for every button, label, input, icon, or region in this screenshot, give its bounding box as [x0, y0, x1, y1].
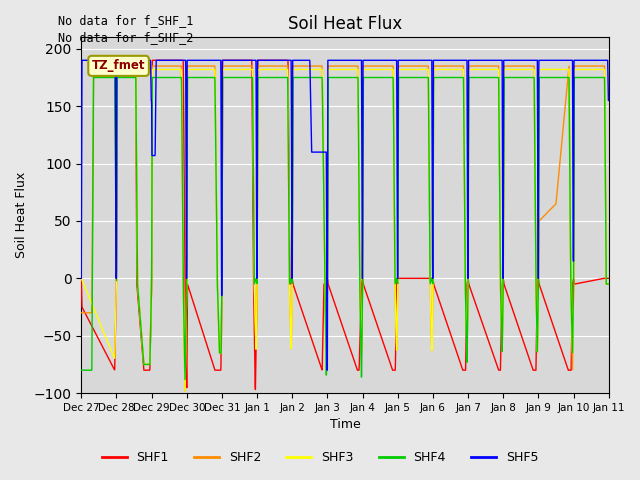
SHF1 [595, 276, 603, 282]
SHF5 [595, 58, 603, 63]
Line: SHF5: SHF5 [81, 60, 609, 370]
Text: No data for f_SHF_2: No data for f_SHF_2 [58, 31, 193, 44]
Title: Soil Heat Flux: Soil Heat Flux [288, 15, 402, 33]
Line: SHF2: SHF2 [81, 66, 609, 391]
SHF5 [538, 58, 546, 63]
SHF1 [280, 58, 288, 63]
SHF3 [605, 281, 612, 287]
Text: TZ_fmet: TZ_fmet [92, 60, 145, 72]
SHF3 [595, 67, 603, 72]
SHF5 [138, 58, 145, 63]
SHF2 [303, 63, 310, 69]
Line: SHF1: SHF1 [81, 60, 609, 390]
SHF4 [595, 74, 603, 80]
X-axis label: Time: Time [330, 419, 360, 432]
Line: SHF3: SHF3 [81, 70, 609, 391]
SHF5 [169, 58, 177, 63]
SHF3 [303, 67, 310, 72]
SHF5 [77, 276, 85, 281]
SHF1 [605, 276, 612, 281]
SHF2 [138, 333, 145, 338]
SHF4 [181, 377, 189, 383]
SHF1 [169, 58, 177, 63]
SHF2 [538, 215, 546, 221]
SHF5 [605, 97, 612, 103]
SHF4 [605, 281, 612, 287]
SHF1 [252, 387, 259, 393]
SHF2 [90, 63, 97, 69]
SHF1 [77, 276, 85, 281]
SHF1 [538, 289, 546, 295]
SHF3 [113, 67, 121, 72]
SHF2 [181, 388, 189, 394]
SHF3 [538, 67, 546, 72]
SHF3 [138, 333, 145, 338]
SHF1 [138, 339, 145, 345]
SHF1 [303, 322, 310, 328]
SHF4 [538, 74, 546, 80]
SHF4 [90, 74, 97, 80]
SHF5 [323, 367, 331, 373]
SHF5 [303, 58, 310, 63]
SHF2 [280, 63, 288, 69]
Y-axis label: Soil Heat Flux: Soil Heat Flux [15, 172, 28, 258]
SHF4 [169, 74, 177, 80]
SHF5 [280, 58, 287, 63]
SHF4 [303, 74, 310, 80]
SHF5 [78, 58, 86, 63]
Text: No data for f_SHF_1: No data for f_SHF_1 [58, 14, 193, 27]
SHF4 [77, 367, 85, 373]
SHF2 [605, 281, 612, 287]
Legend: SHF1, SHF2, SHF3, SHF4, SHF5: SHF1, SHF2, SHF3, SHF4, SHF5 [97, 446, 543, 469]
SHF3 [77, 276, 85, 281]
SHF2 [169, 63, 177, 69]
Line: SHF4: SHF4 [81, 77, 609, 380]
SHF3 [280, 67, 288, 72]
SHF4 [280, 74, 288, 80]
SHF3 [169, 67, 177, 72]
SHF4 [138, 333, 145, 338]
SHF2 [77, 310, 85, 316]
SHF2 [595, 63, 603, 69]
SHF3 [181, 388, 189, 394]
SHF1 [113, 58, 121, 63]
